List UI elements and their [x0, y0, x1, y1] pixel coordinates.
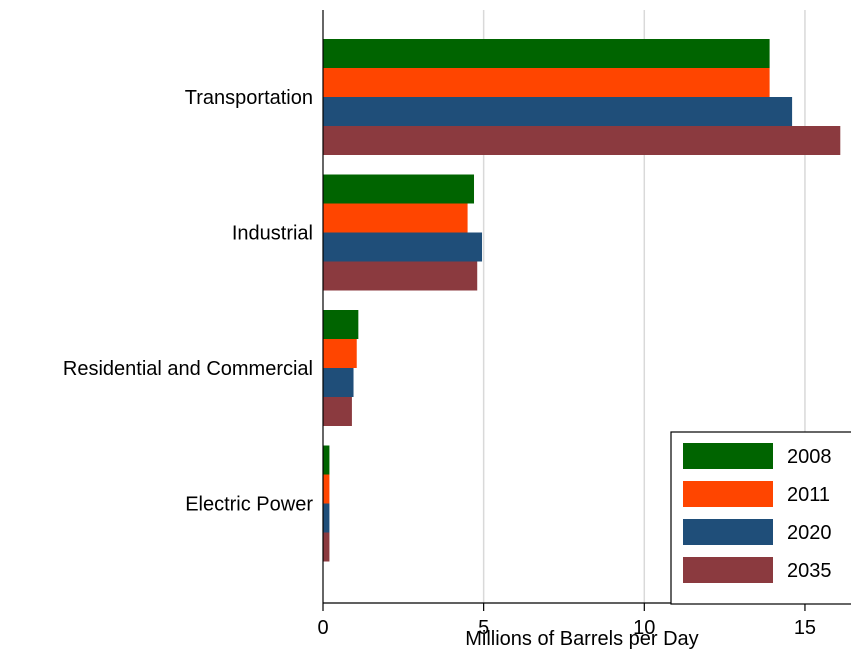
category-label-1: Industrial — [232, 223, 313, 245]
bar-2-2035 — [323, 397, 352, 426]
category-label-2: Residential and Commercial — [63, 358, 313, 380]
category-labels: Transportation Industrial Residential and … — [63, 87, 313, 516]
bar-0-2008 — [323, 39, 770, 68]
category-label-3: Electric Power — [185, 494, 313, 516]
legend-label-2020: 2020 — [787, 522, 832, 544]
bar-1-2008 — [323, 174, 475, 204]
x-axis-ticks: 0 5 10 15 — [317, 603, 816, 639]
bar-0-2035 — [323, 126, 841, 155]
x-tick-label-1: 5 — [478, 617, 489, 639]
x-tick-label-3: 15 — [794, 617, 816, 639]
bar-1-2011 — [323, 203, 468, 233]
category-label-0: Transportation — [185, 87, 313, 109]
bar-2-2020 — [323, 368, 354, 397]
legend-swatch-2008 — [683, 443, 773, 469]
bar-3-2020 — [323, 503, 330, 533]
x-tick-label-2: 10 — [633, 617, 655, 639]
bar-2-2008 — [323, 310, 359, 339]
bar-3-2035 — [323, 532, 330, 562]
bar-0-2011 — [323, 68, 770, 97]
bar-1-2035 — [323, 261, 478, 291]
bar-3-2011 — [323, 474, 330, 504]
bar-2-2011 — [323, 339, 357, 368]
bars — [323, 39, 841, 562]
legend-swatch-2020 — [683, 519, 773, 545]
legend-label-2011: 2011 — [787, 484, 830, 506]
legend: 2008 2011 2020 2035 — [670, 431, 851, 605]
bar-1-2020 — [323, 232, 483, 262]
legend-swatch-2035 — [683, 557, 773, 583]
legend-swatch-2011 — [683, 481, 773, 507]
x-tick-label-0: 0 — [317, 617, 328, 639]
bar-3-2008 — [323, 445, 330, 475]
bar-0-2020 — [323, 97, 793, 126]
legend-label-2035: 2035 — [787, 560, 832, 582]
legend-label-2008: 2008 — [787, 446, 832, 468]
x-axis-title: Millions of Barrels per Day — [465, 628, 698, 650]
